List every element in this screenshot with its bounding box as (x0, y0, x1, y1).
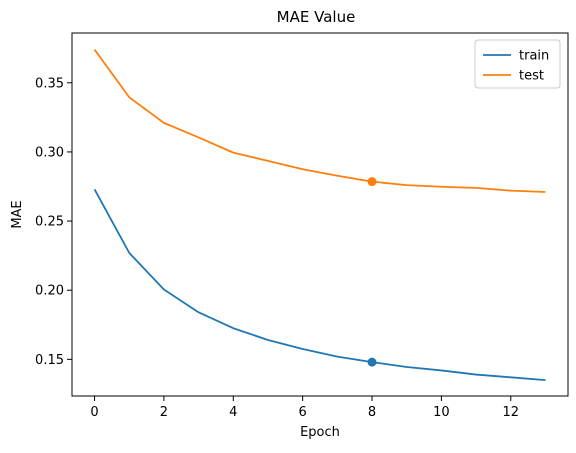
plot-area (93, 49, 546, 381)
legend-box (474, 39, 561, 89)
x-tick-label: 8 (368, 405, 376, 420)
chart-title: MAE Value (277, 8, 356, 26)
series-marker-test (367, 177, 377, 187)
x-tick-label: 4 (229, 405, 237, 420)
x-tick-label: 6 (299, 405, 307, 420)
series-line-train (93, 188, 546, 381)
x-tick-label: 10 (433, 405, 450, 420)
y-axis: 0.15 0.20 0.25 0.30 0.35 (35, 76, 72, 368)
x-axis-label: Epoch (300, 425, 340, 440)
legend: train test (474, 39, 561, 89)
x-tick-label: 2 (160, 405, 168, 420)
series-line-test (93, 49, 546, 193)
axes-frame (71, 32, 569, 397)
y-tick-label: 0.20 (35, 284, 64, 299)
x-tick-label: 12 (502, 405, 519, 420)
x-axis: 0 2 4 6 8 10 12 (90, 396, 519, 420)
legend-label-test: test (519, 69, 544, 84)
series-marker-train (367, 357, 377, 367)
x-tick-label: 0 (90, 405, 98, 420)
y-tick-label: 0.30 (35, 145, 64, 160)
legend-label-train: train (519, 49, 549, 64)
y-axis-label: MAE (10, 200, 25, 228)
y-tick-label: 0.35 (35, 76, 64, 91)
y-tick-label: 0.25 (35, 215, 64, 230)
y-tick-label: 0.15 (35, 353, 64, 368)
